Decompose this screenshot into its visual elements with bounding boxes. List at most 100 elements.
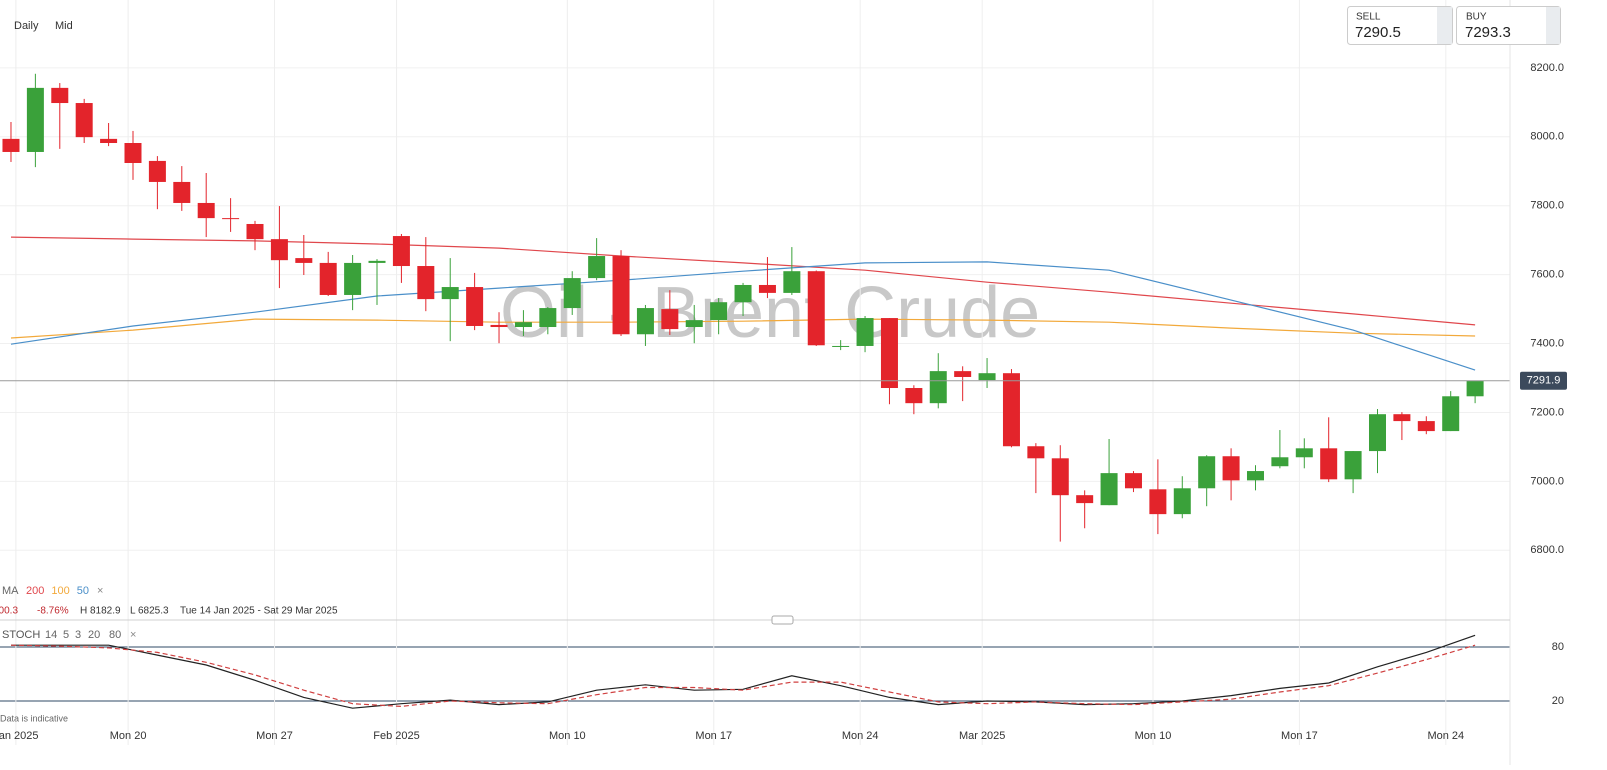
x-tick-label: Mon 27 xyxy=(256,730,293,742)
change: 700.3 xyxy=(0,606,18,617)
y-tick-label: 7800.0 xyxy=(1530,200,1564,212)
sell-box[interactable] xyxy=(1347,6,1453,45)
last-price-label: 7291.9 xyxy=(1527,375,1561,387)
candle-body xyxy=(1246,471,1264,481)
candle-body xyxy=(295,258,313,263)
candle-body xyxy=(905,388,923,404)
sell-button[interactable]: SELL 7290.5 xyxy=(1347,6,1453,45)
x-tick-label: Mon 24 xyxy=(1427,730,1464,742)
y-tick-label: 80 xyxy=(1552,641,1564,653)
candle-body xyxy=(26,87,44,152)
stoch-param: 5 xyxy=(63,629,69,641)
candle-body xyxy=(1393,414,1411,422)
y-tick-label: 20 xyxy=(1552,695,1564,707)
candle-body xyxy=(1076,495,1094,504)
stoch-close[interactable]: × xyxy=(130,629,136,641)
last-price-box xyxy=(1520,371,1567,390)
ma-label: MA xyxy=(2,585,19,597)
candle-body xyxy=(929,371,947,404)
candle-body xyxy=(856,318,874,346)
candle-body xyxy=(758,284,776,293)
candle-body xyxy=(1344,451,1362,480)
candle-body xyxy=(1198,456,1216,489)
candle-body xyxy=(1149,489,1167,515)
sell-label: SELL xyxy=(1356,12,1381,23)
buy-box[interactable] xyxy=(1456,6,1561,45)
stoch-param: 20 xyxy=(88,629,100,641)
candle-body xyxy=(344,262,362,295)
candle-body xyxy=(222,218,240,220)
candle-body xyxy=(124,143,142,163)
candle-body xyxy=(148,160,166,182)
candle-body xyxy=(1100,473,1118,506)
candle-body xyxy=(1173,488,1191,515)
candle-body xyxy=(441,287,459,300)
candle-body xyxy=(246,223,264,240)
candle-body xyxy=(734,284,752,303)
candle-body xyxy=(1295,448,1313,458)
sell-price: 7290.5 xyxy=(1355,24,1401,41)
candle-body xyxy=(1124,473,1142,489)
interval[interactable]: Daily xyxy=(14,20,39,32)
y-tick-label: 7400.0 xyxy=(1530,337,1564,349)
y-tick-label: 8000.0 xyxy=(1530,131,1564,143)
x-tick-label: Mon 17 xyxy=(695,730,732,742)
stochastic-line xyxy=(11,634,1476,709)
date-range: Tue 14 Jan 2025 - Sat 29 Mar 2025 xyxy=(180,606,338,617)
candle-body xyxy=(1320,448,1338,480)
ma-close[interactable]: × xyxy=(97,585,103,597)
buy-button[interactable]: BUY 7293.3 xyxy=(1456,6,1561,45)
y-tick-label: 7000.0 xyxy=(1530,475,1564,487)
x-tick-label: Mon 10 xyxy=(1135,730,1172,742)
candle-body xyxy=(514,322,532,328)
candle-body xyxy=(1466,380,1484,397)
candle-body xyxy=(954,371,972,377)
candle-body xyxy=(75,103,93,138)
candle-body xyxy=(1222,456,1240,481)
candle-body xyxy=(1002,373,1020,447)
x-tick-label: Mon 10 xyxy=(549,730,586,742)
panel-resize-handle[interactable] xyxy=(771,615,794,625)
period-high: H 8182.9 xyxy=(80,606,121,617)
candle-body xyxy=(1271,457,1289,467)
candle-body xyxy=(2,138,20,152)
candle-body xyxy=(319,262,337,295)
candle-body xyxy=(1027,446,1045,459)
ma-legend-entry: 50 xyxy=(77,585,89,597)
x-tick-label: Mon 24 xyxy=(842,730,879,742)
x-tick-label: Feb 2025 xyxy=(373,730,419,742)
y-tick-label: 6800.0 xyxy=(1530,544,1564,556)
change-pct: -8.76% xyxy=(37,606,69,617)
ma-legend-entry: 100 xyxy=(51,585,69,597)
x-tick-label: Mar 2025 xyxy=(959,730,1005,742)
candle-body xyxy=(490,324,508,328)
candle-body xyxy=(539,308,557,328)
candle-body xyxy=(588,256,606,279)
x-tick-label: Mon 17 xyxy=(1281,730,1318,742)
candle-body xyxy=(710,302,728,321)
over-layer: 7291.9 xyxy=(0,371,1567,390)
candle-body xyxy=(197,202,215,219)
candle-body xyxy=(417,266,435,300)
buy-label: BUY xyxy=(1466,12,1487,23)
candle-body xyxy=(1051,458,1069,496)
candles-layer xyxy=(2,73,1484,542)
buy-strip xyxy=(1546,7,1560,44)
stoch-param: 80 xyxy=(109,629,121,641)
price-type[interactable]: Mid xyxy=(55,20,73,32)
y-tick-label: 8200.0 xyxy=(1530,62,1564,74)
candle-body xyxy=(612,256,630,335)
candle-body xyxy=(636,308,654,335)
candle-body xyxy=(1442,396,1460,432)
indicative-note: Data is indicative xyxy=(0,713,68,723)
buy-price: 7293.3 xyxy=(1465,24,1511,41)
candle-body xyxy=(466,287,484,326)
candle-body xyxy=(563,278,581,309)
candle-body xyxy=(51,87,69,104)
candle-body xyxy=(978,373,996,381)
candle-body xyxy=(100,138,118,144)
ma-legend-entry: 200 xyxy=(26,585,44,597)
stochastic-line xyxy=(10,644,1476,708)
sell-strip xyxy=(1437,7,1452,44)
